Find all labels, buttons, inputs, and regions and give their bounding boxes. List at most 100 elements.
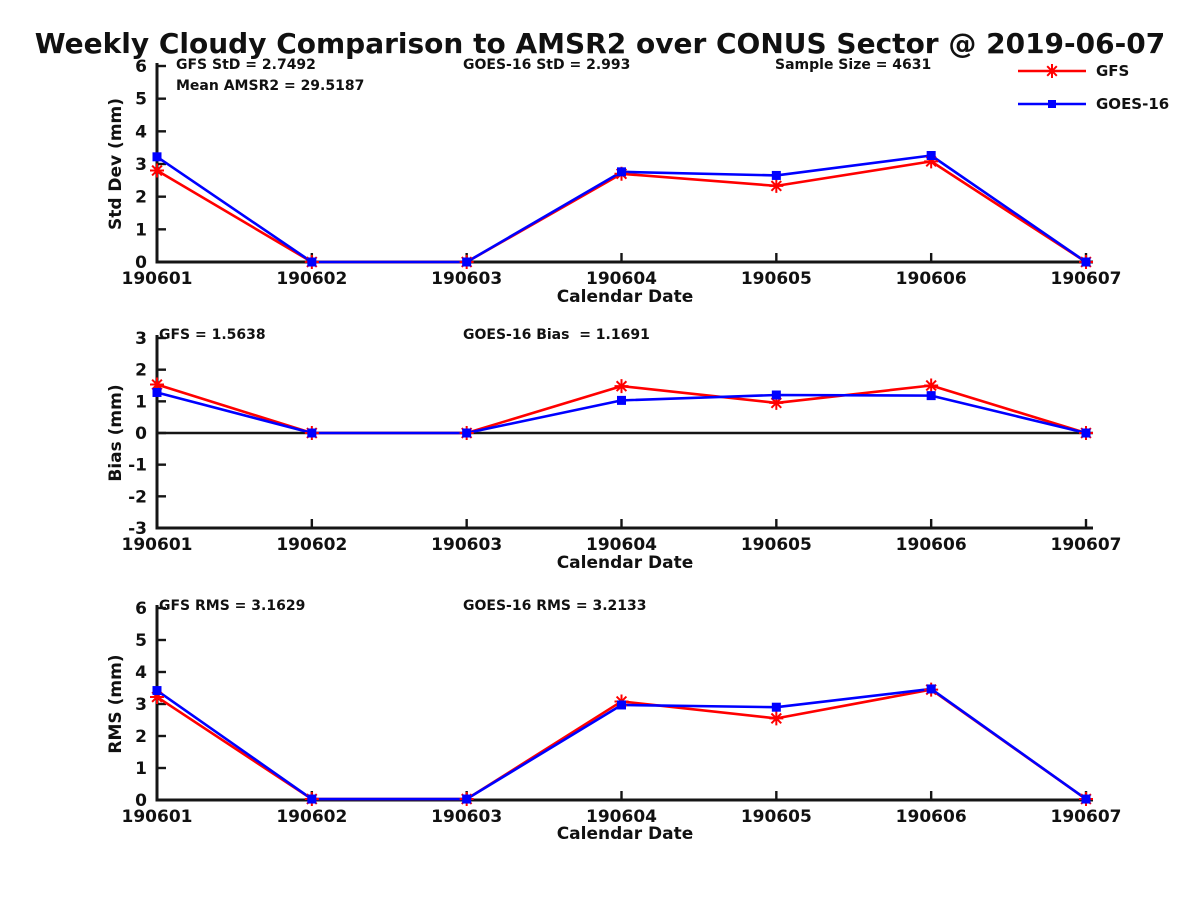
x-tick-label: 190602 [276, 807, 347, 827]
y-tick-label: 1 [135, 392, 147, 412]
marker-square [462, 428, 472, 438]
marker-square [1081, 257, 1091, 267]
marker-square [1081, 428, 1091, 438]
y-tick-label: 0 [135, 791, 147, 811]
x-tick-label: 190607 [1051, 269, 1122, 289]
marker-square [617, 167, 626, 177]
y-tick-label: 6 [135, 599, 147, 619]
bias-y-axis-label: Bias (mm) [106, 384, 126, 482]
annotation-mean-amsr2: Mean AMSR2 = 29.5187 [176, 78, 365, 94]
x-tick-label: 190602 [276, 269, 347, 289]
annotation-goes-bias: GOES-16 Bias = 1.1691 [463, 327, 650, 343]
chart-stddev: 0 1 2 3 4 5 6 190601 190602 190603 190604 190605 190… [122, 57, 1122, 289]
y-tick-label: 0 [135, 253, 147, 273]
y-tick-label: 6 [135, 57, 147, 77]
marker-asterisk [924, 154, 939, 169]
marker-square [1081, 794, 1091, 804]
y-tick-label: -1 [128, 456, 147, 476]
y-tick-label: -2 [128, 487, 147, 507]
chart-bias: -3 -2 -1 0 1 2 3 190601 190602 190603 190604 190605… [122, 329, 1122, 555]
y-tick-label: 1 [135, 220, 147, 240]
x-tick-label: 190607 [1051, 807, 1122, 827]
marker-square [307, 794, 317, 804]
y-tick-label: 4 [135, 122, 147, 142]
stddev-x-axis-label: Calendar Date [556, 287, 694, 307]
y-tick-label: 1 [135, 759, 147, 779]
marker-square [307, 428, 317, 438]
x-tick-label: 190606 [896, 269, 967, 289]
y-tick-label: 2 [135, 727, 147, 747]
x-tick-label: 190604 [586, 269, 657, 289]
marker-square [152, 387, 162, 397]
marker-asterisk [150, 377, 164, 392]
y-tick-label: 3 [135, 155, 147, 175]
marker-square [771, 390, 781, 400]
x-tick-label: 190605 [741, 535, 812, 555]
annotation-gfs-bias: GFS = 1.5638 [159, 327, 266, 343]
marker-square [462, 794, 472, 804]
marker-asterisk [614, 379, 629, 394]
legend-item-gfs: GFS [1016, 62, 1169, 80]
figure-title: Weekly Cloudy Comparison to AMSR2 over C… [34, 27, 1166, 60]
legend-item-goes16: GOES-16 [1016, 95, 1169, 113]
chart-rms: 0 1 2 3 4 5 6 190601 190602 190603 190604 190605 190… [122, 599, 1122, 827]
goes16-legend-swatch [1018, 100, 1086, 108]
marker-square [926, 391, 936, 401]
marker-square [771, 170, 781, 180]
x-tick-label: 190606 [896, 535, 967, 555]
legend: GFS GOES-16 [1016, 62, 1169, 113]
x-tick-label: 190607 [1051, 535, 1122, 555]
x-tick-label: 190604 [586, 807, 657, 827]
marker-asterisk [150, 689, 164, 704]
legend-label-goes16: GOES-16 [1096, 95, 1170, 113]
x-tick-label: 190601 [122, 535, 193, 555]
marker-square [617, 700, 626, 710]
marker-asterisk [150, 163, 164, 178]
marker-square [152, 686, 162, 696]
y-tick-label: 3 [135, 695, 147, 715]
annotation-gfs-std: GFS StD = 2.7492 [176, 57, 316, 73]
marker-square [771, 702, 781, 712]
x-tick-label: 190604 [586, 535, 657, 555]
gfs-legend-swatch [1018, 64, 1086, 78]
rms-x-axis-label: Calendar Date [556, 824, 694, 844]
annotation-sample-size: Sample Size = 4631 [775, 57, 932, 73]
y-tick-label: 0 [135, 424, 147, 444]
y-tick-label: 3 [135, 329, 147, 349]
x-tick-label: 190606 [896, 807, 967, 827]
square-marker-icon [1048, 100, 1056, 108]
x-tick-label: 190605 [741, 269, 812, 289]
x-tick-label: 190602 [276, 535, 347, 555]
y-tick-label: 2 [135, 361, 147, 381]
marker-square [152, 152, 162, 162]
y-tick-label: 5 [135, 631, 147, 651]
y-tick-label: -3 [128, 519, 147, 539]
y-tick-label: 4 [135, 663, 147, 683]
marker-asterisk [924, 378, 939, 393]
annotation-goes-std: GOES-16 StD = 2.993 [463, 57, 631, 73]
rms-y-axis-label: RMS (mm) [106, 654, 126, 754]
marker-square [926, 684, 936, 694]
x-tick-label: 190603 [431, 535, 502, 555]
annotation-goes-rms: GOES-16 RMS = 3.2133 [463, 598, 647, 614]
stddev-y-axis-label: Std Dev (mm) [106, 97, 126, 231]
marker-square [926, 151, 936, 161]
y-tick-label: 5 [135, 90, 147, 110]
x-tick-label: 190601 [122, 269, 193, 289]
x-tick-label: 190603 [431, 269, 502, 289]
y-tick-label: 2 [135, 188, 147, 208]
marker-square [617, 395, 626, 405]
x-tick-label: 190605 [741, 807, 812, 827]
annotation-gfs-rms: GFS RMS = 3.1629 [159, 598, 306, 614]
bias-x-axis-label: Calendar Date [556, 553, 694, 573]
axes-spines [155, 335, 1093, 530]
marker-asterisk [769, 395, 784, 410]
asterisk-marker-icon [1045, 64, 1059, 78]
marker-asterisk [769, 711, 784, 726]
marker-square [462, 257, 472, 267]
x-tick-label: 190603 [431, 807, 502, 827]
marker-asterisk [769, 178, 784, 193]
legend-label-gfs: GFS [1096, 62, 1130, 80]
